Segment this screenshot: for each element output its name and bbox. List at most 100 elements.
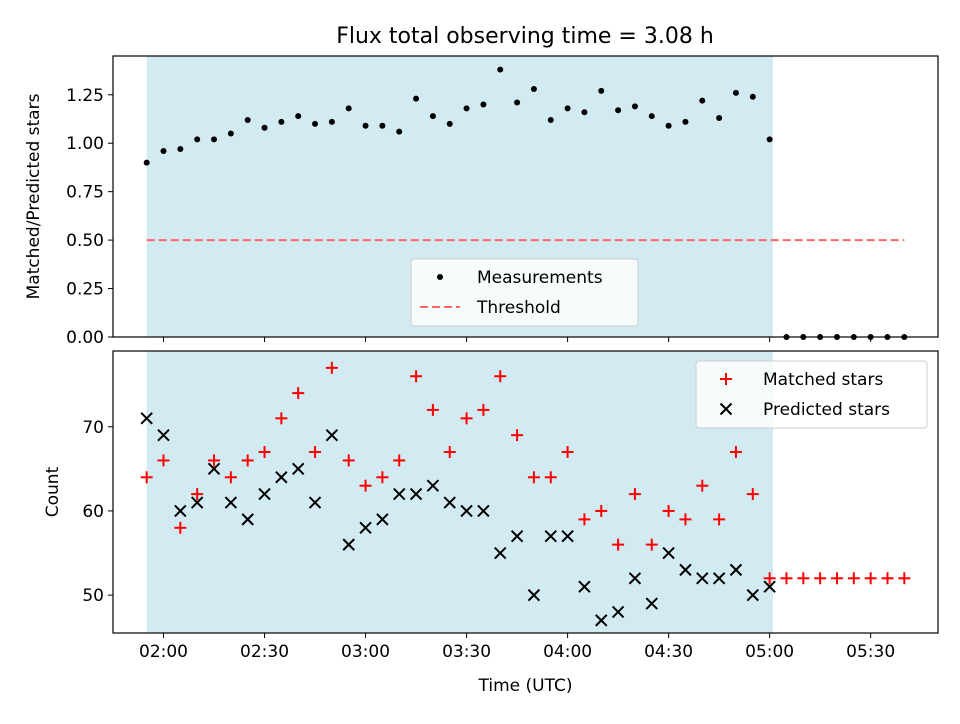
x-tick-label: 03:30 — [442, 642, 491, 662]
x-tick-label: 04:00 — [543, 642, 592, 662]
legend-label: Measurements — [477, 268, 603, 288]
measurement-point — [177, 146, 184, 153]
x-tick-label: 05:30 — [846, 642, 895, 662]
legend-label: Matched stars — [763, 370, 883, 390]
predicted-star-point — [359, 521, 372, 534]
predicted-star-point — [157, 428, 170, 442]
predicted-star-point — [662, 546, 675, 560]
y-tick-label: 50 — [82, 586, 104, 606]
predicted-star-point — [393, 487, 406, 501]
legend: Matched stars Predicted stars — [695, 360, 928, 429]
top-panel: 0.00 0.25 0.50 0.75 1.00 1.25 Matched/Predicte… — [24, 55, 939, 348]
y-axis-label: Matched/Predicted stars — [24, 93, 44, 299]
measurement-point — [648, 113, 655, 120]
axes-frame — [112, 350, 939, 634]
predicted-star-point — [308, 496, 322, 509]
measurement-point — [160, 147, 167, 154]
x-tick-label: 02:30 — [240, 642, 289, 662]
predicted-star-point — [207, 462, 221, 476]
legend-label: Threshold — [476, 298, 561, 318]
predicted-star-point — [595, 614, 608, 627]
legend-marker-predicted — [719, 402, 733, 416]
measurement-point — [463, 105, 470, 112]
measurement-point — [396, 128, 403, 135]
predicted-star-point — [729, 563, 743, 577]
measurement-point — [615, 107, 622, 114]
predicted-star-point — [460, 504, 473, 518]
predicted-star-point — [443, 496, 456, 509]
predicted-star-point — [679, 563, 692, 577]
measurement-point — [581, 109, 588, 116]
measurement-point — [514, 99, 521, 106]
predicted-star-point — [696, 572, 709, 585]
measurement-point — [631, 103, 638, 110]
measurement-point — [278, 118, 285, 125]
predicted-star-point — [578, 580, 591, 593]
predicted-star-point — [174, 504, 187, 518]
measurement-point — [194, 136, 201, 143]
predicted-star-point — [494, 546, 507, 560]
measurement-point — [345, 105, 352, 112]
y-tick-label: 60 — [82, 502, 104, 522]
measurement-point — [446, 120, 453, 127]
measurement-point — [227, 130, 234, 137]
axes-frame — [112, 55, 939, 338]
measurement-point — [749, 93, 756, 100]
y-tick-label: 0.75 — [66, 183, 104, 203]
predicted-star-point — [477, 504, 490, 518]
measurement-point — [716, 115, 723, 122]
chart-title: Flux total observing time = 3.08 h — [336, 24, 714, 49]
legend-label: Predicted stars — [763, 400, 890, 420]
measurement-point — [211, 136, 218, 143]
measurement-point — [379, 122, 386, 129]
predicted-star-point — [224, 496, 238, 509]
measurement-point — [261, 124, 268, 131]
predicted-star-point — [342, 538, 355, 551]
measurement-point — [732, 89, 739, 96]
measurement-point — [497, 66, 504, 73]
y-axis-label: Count — [43, 466, 63, 517]
measurement-point — [244, 116, 251, 123]
measurement-point — [547, 116, 554, 123]
measurement-point — [530, 85, 537, 92]
predicted-star-point — [712, 572, 726, 585]
predicted-star-point — [544, 529, 557, 543]
predicted-star-point — [510, 529, 524, 543]
legend: Measurements Threshold — [410, 258, 639, 327]
measurement-point — [328, 118, 335, 125]
predicted-star-point — [190, 496, 204, 509]
measurement-point — [766, 136, 773, 143]
predicted-star-point — [746, 588, 760, 602]
x-tick-label: 05:00 — [745, 642, 794, 662]
y-tick-label: 1.00 — [66, 134, 104, 154]
measurement-point — [429, 113, 436, 120]
x-tick-label: 03:00 — [341, 642, 390, 662]
observing-span — [146, 351, 773, 633]
predicted-star-point — [561, 529, 574, 543]
x-axis-label: Time (UTC) — [478, 676, 573, 696]
legend-box — [410, 258, 639, 327]
y-tick-label: 0.50 — [66, 231, 104, 251]
predicted-star-point — [426, 479, 440, 492]
predicted-star-point — [291, 462, 305, 476]
measurement-point — [665, 122, 672, 129]
legend-marker-measurements — [437, 274, 443, 280]
bottom-panel: 50 60 70 02:00 02:30 03:00 03:30 04:00 04:30 05:0… — [43, 350, 939, 696]
predicted-star-point — [241, 513, 254, 526]
measurement-point — [312, 120, 319, 127]
measurement-point — [598, 87, 605, 94]
predicted-star-point — [645, 597, 658, 610]
predicted-star-point — [275, 471, 288, 484]
measurement-point — [362, 122, 369, 129]
y-tick-label: 0.25 — [66, 280, 104, 300]
x-tick-label: 02:00 — [139, 642, 188, 662]
y-tick-label: 70 — [82, 418, 104, 438]
measurement-point — [295, 113, 302, 120]
predicted-star-point — [325, 428, 339, 442]
predicted-star-point — [140, 412, 153, 425]
legend-box — [695, 360, 928, 429]
measurement-point — [682, 118, 689, 125]
predicted-star-point — [409, 487, 423, 501]
